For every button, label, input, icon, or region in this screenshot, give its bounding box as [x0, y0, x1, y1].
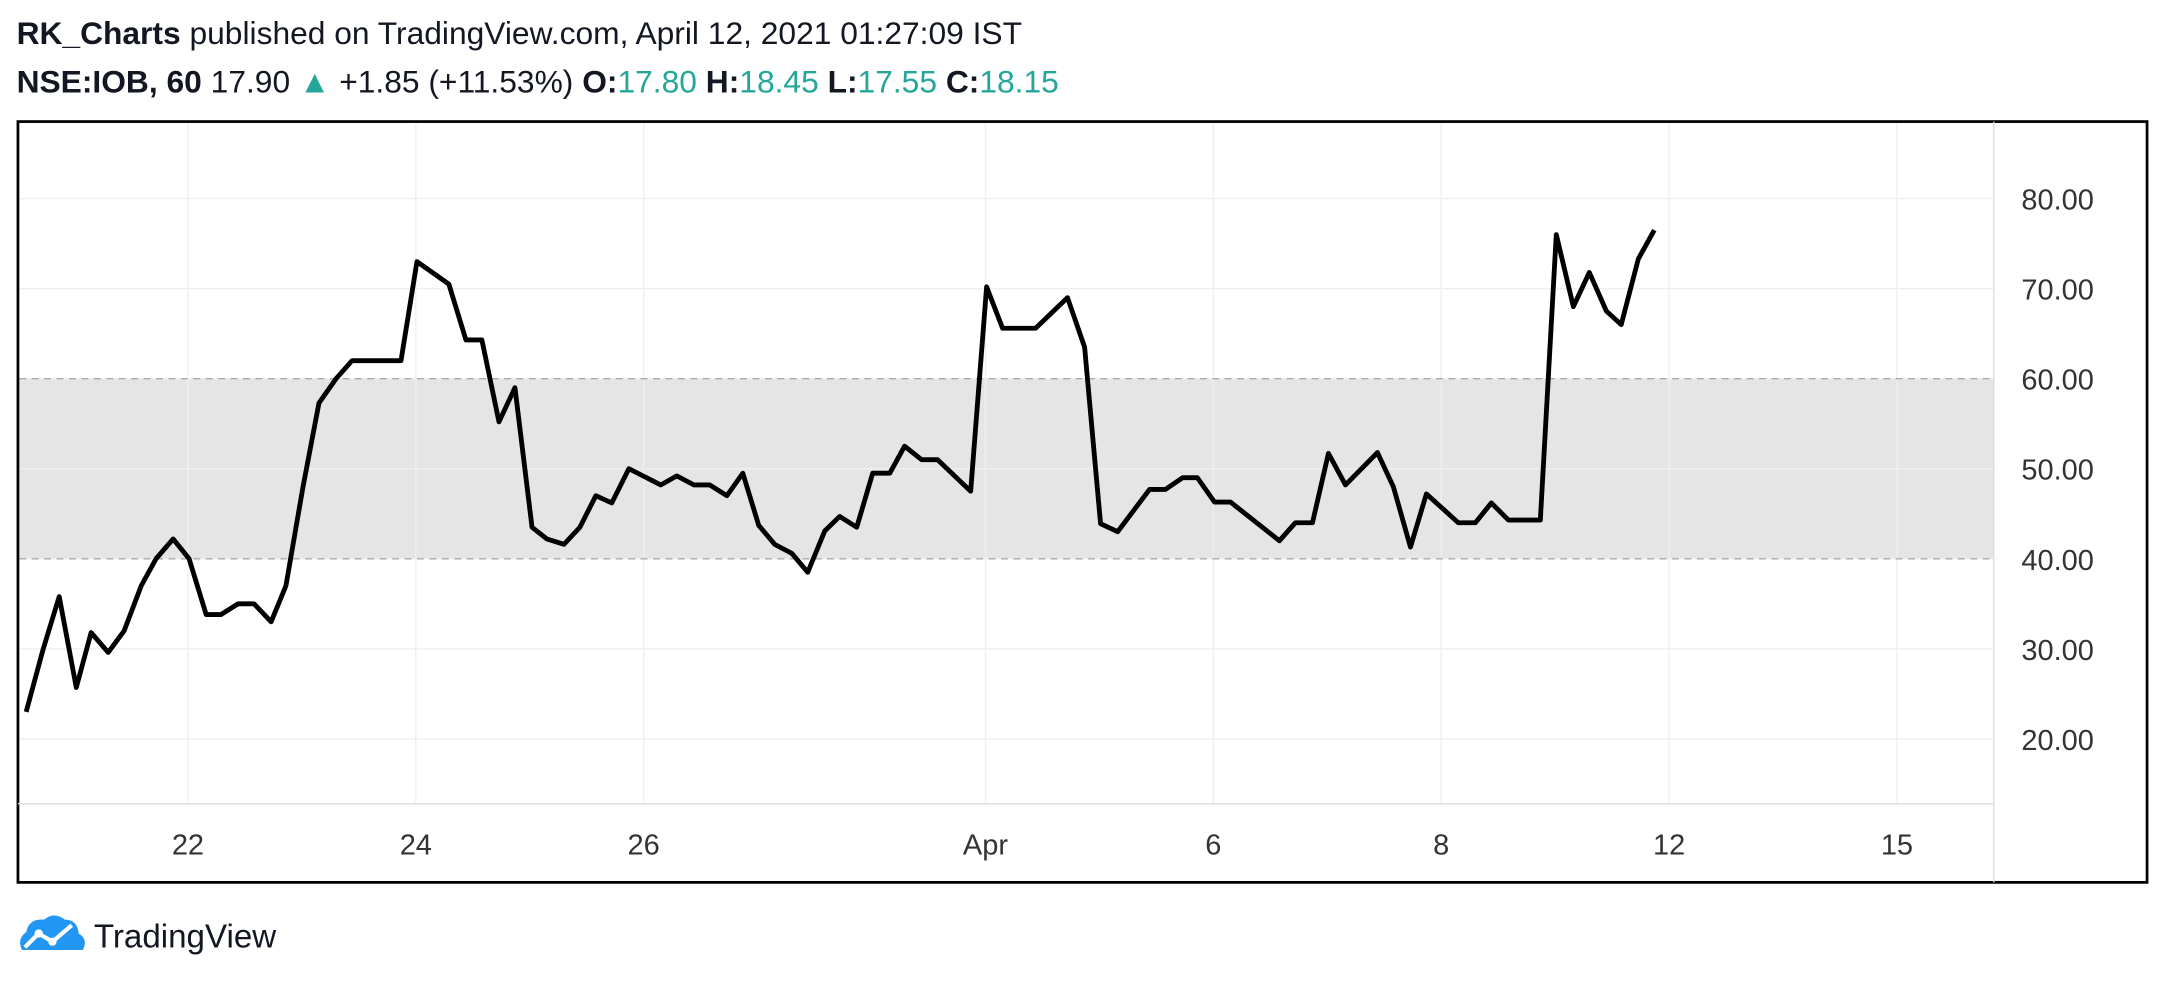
- y-tick-label: 60.00: [2021, 365, 2094, 397]
- y-tick-label: 40.00: [2021, 545, 2094, 577]
- symbol: NSE:IOB, 60: [17, 64, 202, 100]
- open: 17.80: [617, 64, 696, 100]
- y-tick-label: 70.00: [2021, 275, 2094, 307]
- header-line-2: NSE:IOB, 60 17.90 ▲ +1.85 (+11.53%) O:17…: [17, 64, 1059, 100]
- logo: [20, 915, 85, 951]
- x-tick-label: Apr: [963, 830, 1008, 862]
- y-tick-label: 20.00: [2021, 725, 2094, 757]
- author: RK_Charts: [17, 15, 181, 51]
- y-tick-label: 80.00: [2021, 185, 2094, 217]
- low-label: L:: [828, 64, 858, 100]
- header-line-1: RK_Charts published on TradingView.com, …: [17, 15, 1022, 51]
- plot-area: 20.00 30.00 40.00 50.00 60.00 70.00 80.00 22 24 2…: [19, 122, 2094, 862]
- x-tick-label: 6: [1205, 830, 1221, 862]
- x-tick-label: 24: [400, 830, 432, 862]
- high-label: H:: [706, 64, 740, 100]
- x-tick-label: 15: [1881, 830, 1913, 862]
- brand: TradingView: [94, 918, 276, 955]
- up-arrow: ▲: [299, 64, 330, 100]
- y-tick-label: 50.00: [2021, 455, 2094, 487]
- x-tick-label: 12: [1653, 830, 1685, 862]
- x-tick-label: 22: [172, 830, 204, 862]
- close-label: C:: [946, 64, 980, 100]
- low: 17.55: [858, 64, 937, 100]
- close: 18.15: [979, 64, 1058, 100]
- price: 17.90: [211, 64, 290, 100]
- change: +1.85 (+11.53%): [339, 64, 573, 100]
- frame: [16, 120, 2149, 884]
- published: published on TradingView.com, April 12, …: [189, 15, 1022, 51]
- open-label: O:: [582, 64, 617, 100]
- x-tick-label: 8: [1433, 830, 1449, 862]
- high: 18.45: [739, 64, 818, 100]
- line: [23, 228, 1657, 713]
- x-tick-label: 26: [628, 830, 660, 862]
- y-tick-label: 30.00: [2021, 635, 2094, 667]
